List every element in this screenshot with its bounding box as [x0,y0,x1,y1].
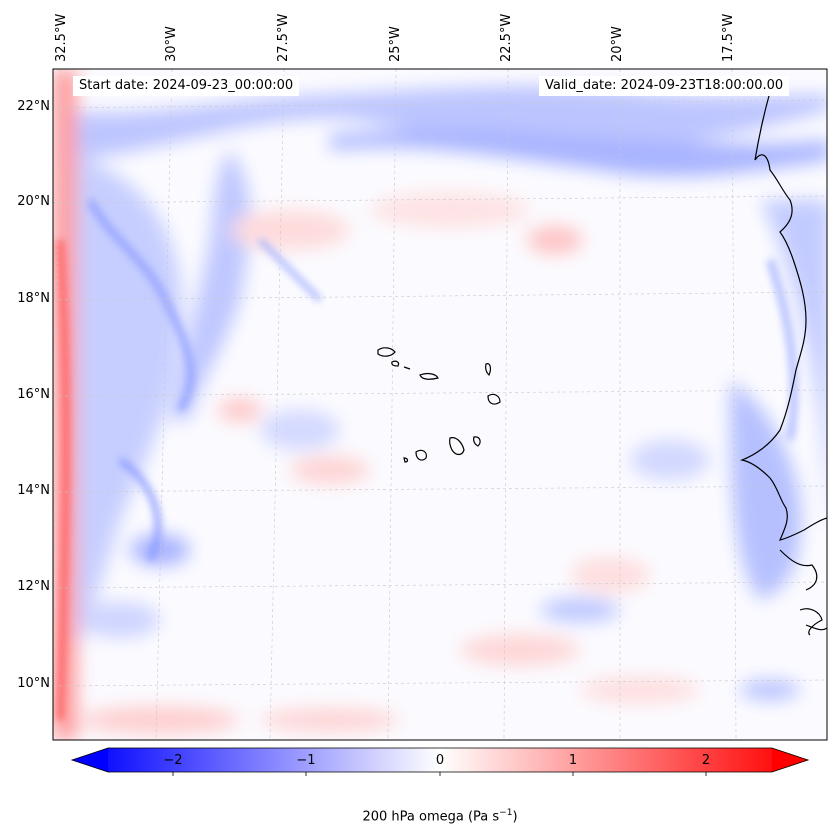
colorbar-tick-label: 2 [701,753,711,768]
lon-label: 22.5°W [499,13,514,62]
map-frame [52,68,828,741]
lon-label: 20°W [610,26,625,62]
colorbar-tick-label: −2 [163,753,183,768]
colorbar-body [108,748,772,772]
valid-date-label: Valid_date: 2024-09-23T18:00:00.00 [539,76,790,96]
cape-verde-islands [377,347,396,357]
colorbar-title: 200 hPa omega (Pa s−1) [0,808,837,824]
lat-label: 18°N [17,291,50,306]
start-date-label: Start date: 2024-09-23_00:00:00 [73,76,300,96]
lat-label: 22°N [17,99,50,114]
lat-label: 16°N [17,387,50,402]
lat-label: 14°N [17,483,50,498]
colorbar-tick-label: 1 [568,753,578,768]
lat-label: 12°N [17,579,50,594]
colorbar-low-extend [72,748,108,772]
colorbar-title-main: 200 hPa omega (Pa s [362,809,500,825]
lat-label: 20°N [17,194,50,209]
colorbar-tick-label: −1 [296,753,316,768]
africa-coastline [739,91,827,541]
colorbar-title-exponent: −1 [499,808,513,818]
lon-label: 17.5°W [721,13,736,62]
lon-label: 30°W [164,26,179,62]
lon-label: 25°W [388,26,403,62]
colorbar-title-end: ) [512,809,518,825]
lon-label: 27.5°W [276,13,291,62]
lon-label: 32.5°W [54,13,69,62]
colorbar-high-extend [772,748,808,772]
colorbar-tick-label: 0 [435,753,445,768]
omega-field [53,69,827,740]
lat-label: 10°N [17,676,50,691]
coastlines [377,91,827,636]
colorbar [70,747,810,776]
